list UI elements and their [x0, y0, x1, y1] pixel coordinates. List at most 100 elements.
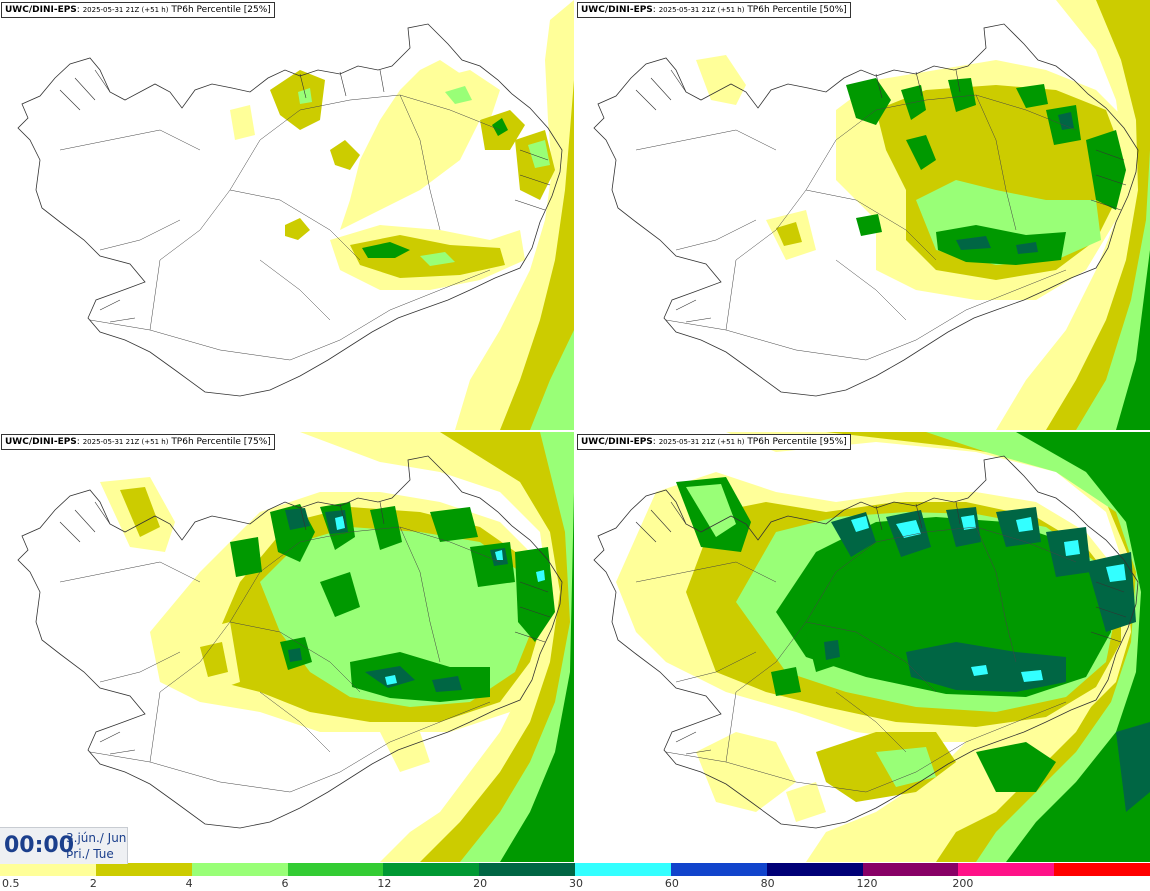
legend-swatch [383, 863, 481, 876]
precip-contour [956, 236, 991, 250]
fjord-line [675, 299, 697, 311]
precip-contour [771, 667, 801, 696]
legend-label: 0.5 [2, 877, 20, 890]
road-line [805, 621, 937, 693]
fjord-line [59, 89, 81, 111]
road-line [99, 219, 181, 251]
fjord-line [670, 501, 687, 525]
map-panel-p95: UWC/DINI-EPS: 2025-05-31 21Z (+51 h) TP6… [576, 432, 1150, 862]
precip-contour [824, 640, 840, 660]
precip-contour [1016, 517, 1033, 532]
road-line [835, 691, 907, 753]
road-line [805, 189, 937, 261]
precip-contour [430, 507, 478, 542]
fjord-line [339, 503, 347, 529]
road-line [59, 561, 201, 583]
fjord-line [339, 71, 347, 97]
fjord-line [1095, 606, 1127, 618]
road-line [229, 621, 361, 693]
precip-contour [851, 516, 869, 532]
legend-swatch [766, 863, 864, 876]
fjord-line [685, 317, 712, 323]
precip-contour [906, 135, 936, 170]
precip-contour [120, 487, 160, 537]
legend-label: 2 [89, 877, 97, 890]
fjord-line [514, 631, 546, 643]
precip-contour [776, 517, 1111, 697]
valid-day: Þri./ Tue [66, 847, 114, 861]
legend-swatch [1054, 863, 1150, 876]
precip-contour [776, 222, 802, 246]
color-legend: 0.5 2 4 6 12 20 30 60 80 120 200 [0, 863, 1150, 891]
precip-contour [320, 572, 360, 617]
precip-contour [285, 218, 310, 240]
precip-contour [856, 214, 882, 236]
precip-contour [826, 432, 1150, 862]
road-line [665, 269, 1067, 361]
precip-contour [420, 252, 455, 266]
precip-contour [492, 118, 508, 136]
road-line [635, 561, 777, 583]
fjord-line [635, 89, 657, 111]
road-line [975, 94, 1017, 231]
precip-contour [1106, 564, 1126, 582]
legend-label: 4 [185, 877, 193, 890]
road-line [99, 651, 181, 683]
precip-contour [926, 432, 1150, 862]
legend-swatch [958, 863, 1056, 876]
precip-contour [961, 515, 976, 530]
road-line [675, 651, 757, 683]
road-line [725, 94, 1077, 331]
fjord-line [299, 73, 307, 99]
precip-map-p25 [0, 0, 574, 430]
road-line [259, 259, 331, 321]
fjord-line [99, 299, 121, 311]
coastline [593, 455, 1139, 829]
legend-swatch [287, 863, 385, 876]
fjord-line [94, 501, 111, 525]
fjord-line [1095, 174, 1127, 186]
panel-separator-horizontal [0, 430, 1150, 432]
precip-contour [1064, 540, 1080, 556]
precip-contour [300, 432, 574, 862]
fjord-line [1090, 199, 1122, 211]
precip-contour [335, 516, 345, 530]
road-line [259, 691, 331, 753]
precip-contour [500, 492, 574, 862]
legend-label: 200 [952, 877, 974, 890]
road-line [89, 701, 491, 793]
legend-label: 6 [281, 877, 289, 890]
precip-contour [786, 782, 826, 822]
precip-contour [288, 648, 302, 662]
road-line [89, 269, 491, 361]
fjord-line [379, 501, 385, 525]
fjord-line [109, 317, 136, 323]
legend-swatch [670, 863, 768, 876]
road-line [149, 526, 501, 763]
fjord-line [915, 71, 923, 97]
valid-time-box: 00:00 3.jún./ Jun Þri./ Tue [0, 827, 128, 864]
legend-label: 120 [856, 877, 878, 890]
precip-contour [876, 747, 936, 787]
valid-time: 00:00 [4, 833, 75, 858]
legend-label: 12 [377, 877, 392, 890]
legend-label: 80 [760, 877, 775, 890]
road-line [59, 129, 201, 151]
legend-label: 20 [473, 877, 488, 890]
road-line [229, 189, 361, 261]
precip-contour [495, 550, 503, 560]
fjord-line [519, 606, 551, 618]
fjord-line [650, 509, 672, 533]
legend-label: 60 [664, 877, 679, 890]
road-line [725, 526, 1077, 763]
fjord-line [99, 731, 121, 743]
fjord-line [670, 69, 687, 93]
legend-swatch [95, 863, 193, 876]
fjord-line [379, 69, 385, 93]
legend-swatch [191, 863, 289, 876]
precip-contour [1116, 722, 1150, 812]
fjord-line [519, 174, 551, 186]
legend-label: 30 [569, 877, 583, 890]
fjord-line [685, 749, 712, 755]
precip-contour [370, 506, 402, 550]
